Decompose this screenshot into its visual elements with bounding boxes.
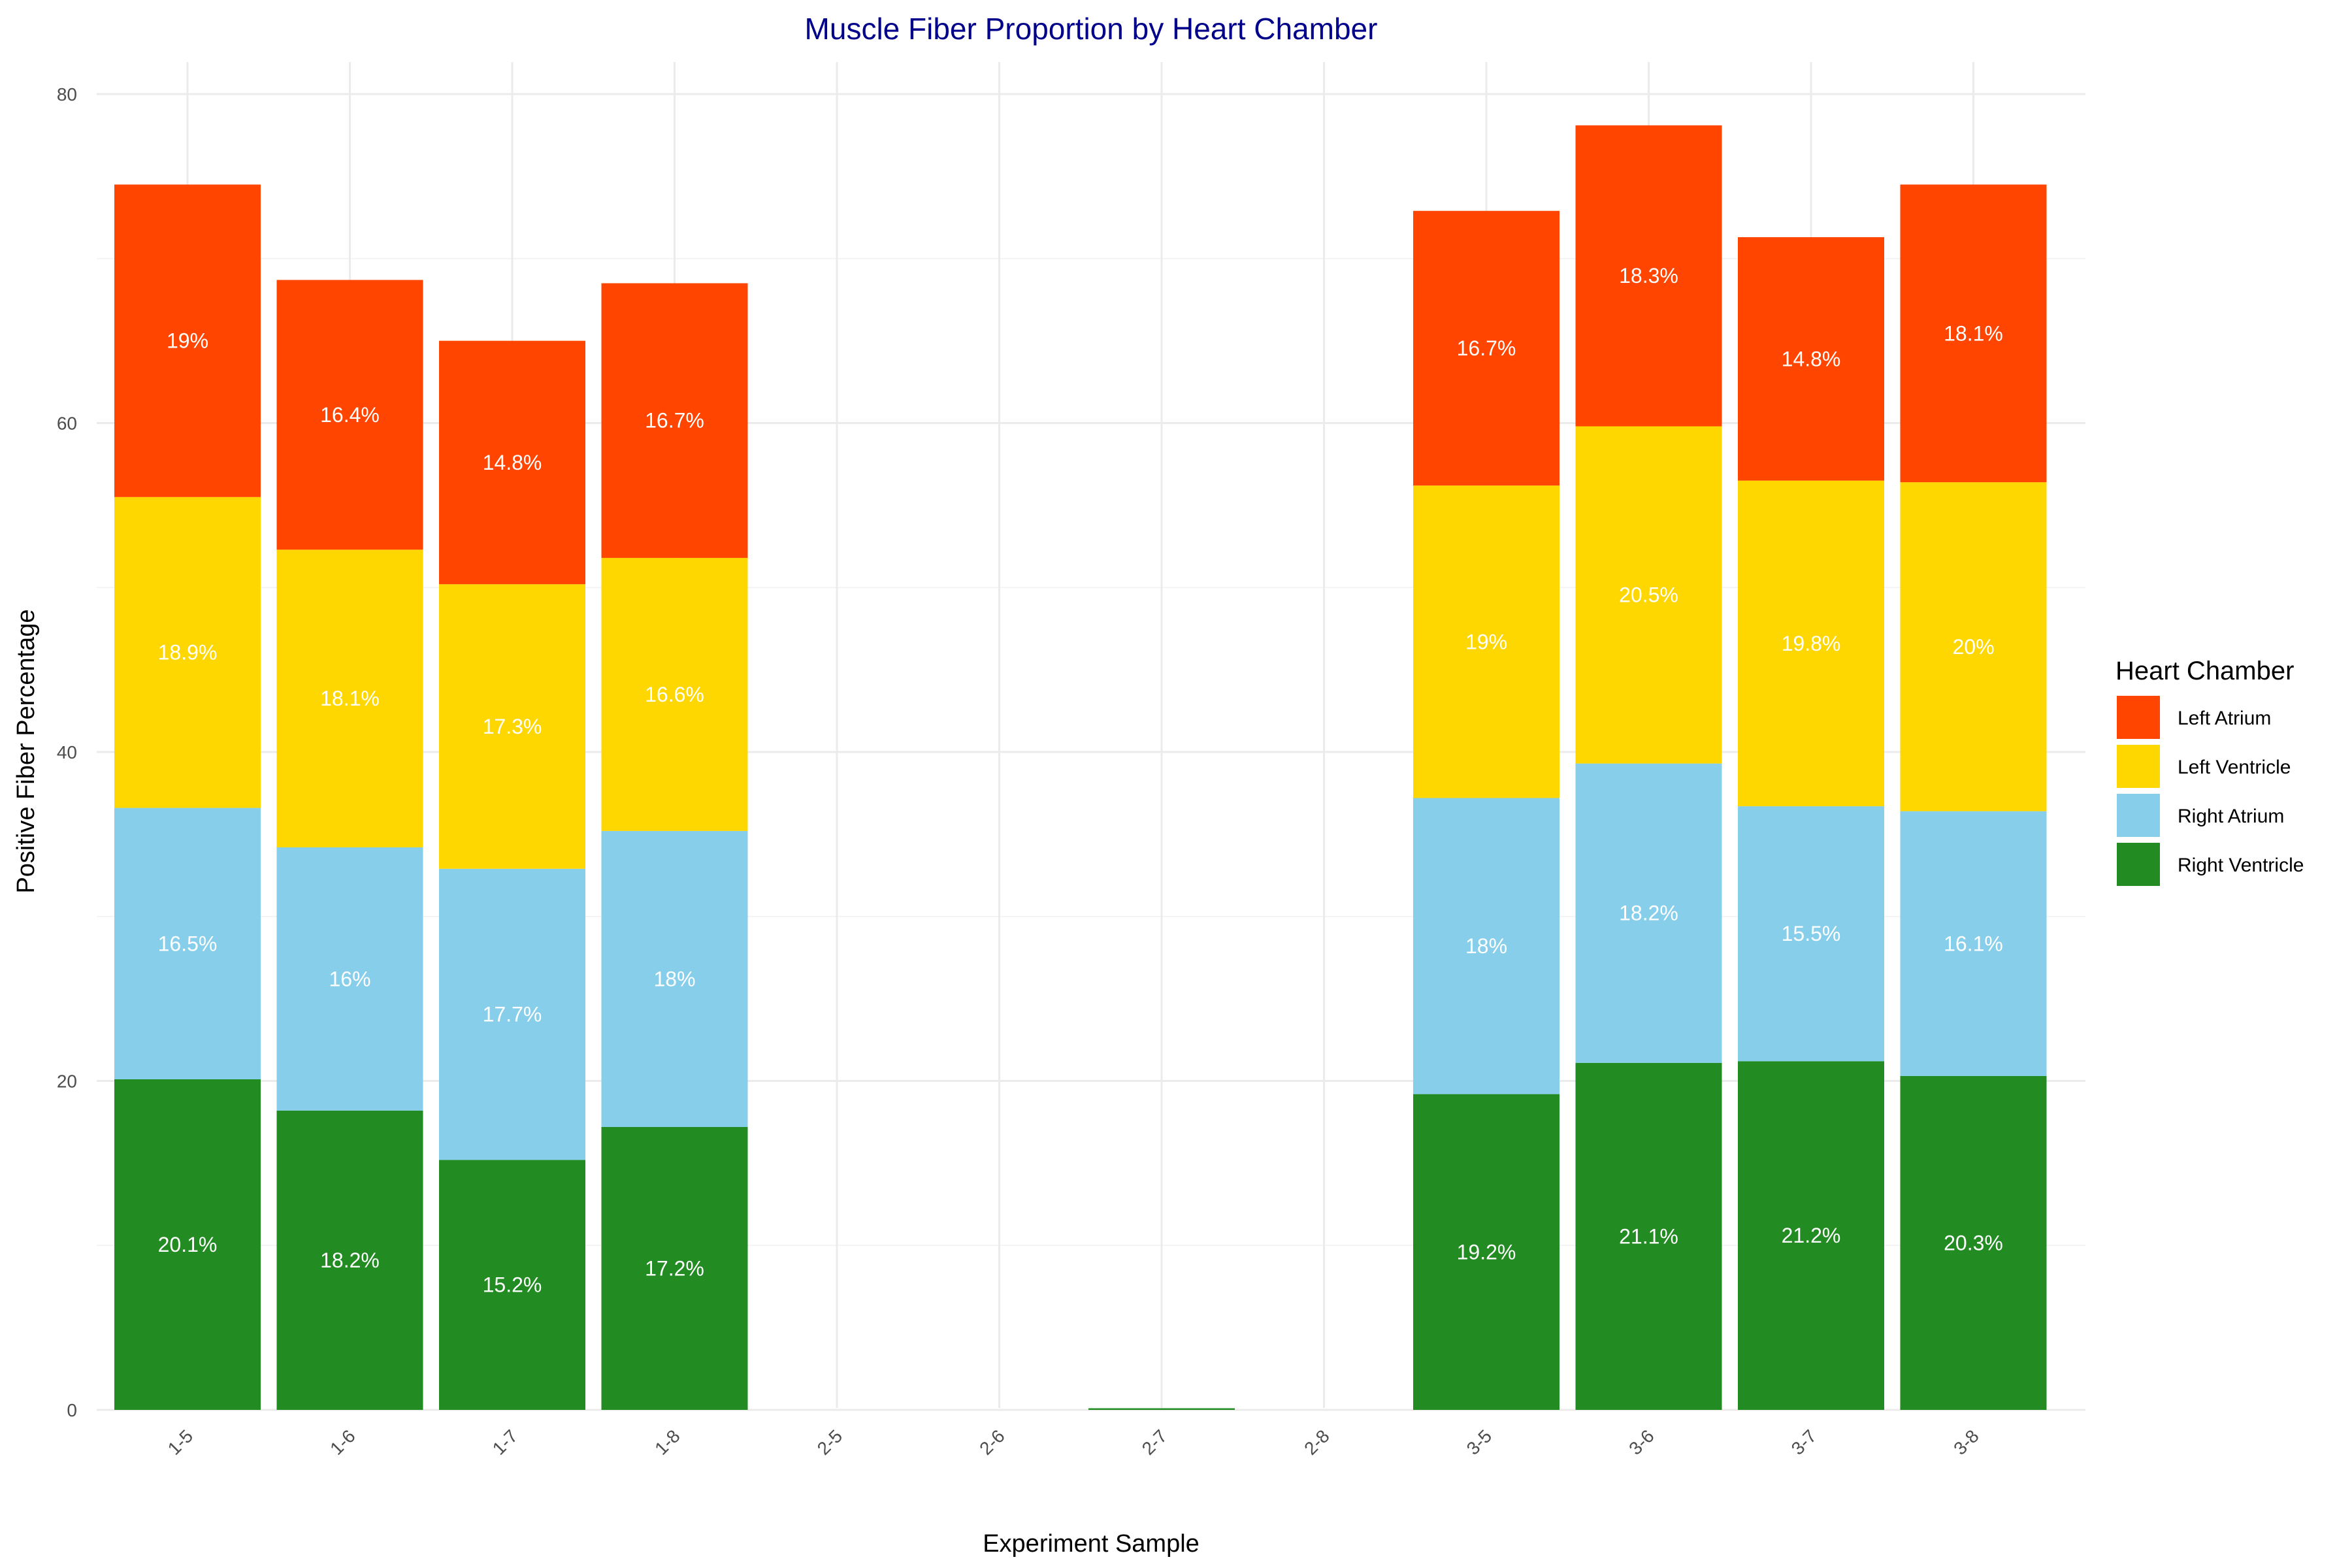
bar-left-atrium bbox=[1900, 184, 2047, 483]
bar-right-ventricle bbox=[601, 1126, 748, 1410]
bar-value-label: 19.2% bbox=[1457, 1240, 1516, 1264]
legend: Heart Chamber Left Atrium Left Ventricle R… bbox=[2115, 657, 2304, 886]
bar-left-atrium bbox=[1575, 125, 1722, 427]
legend-label: Left Atrium bbox=[2178, 708, 2271, 729]
legend-items: Left Atrium Left Ventricle Right Atrium Rig… bbox=[2117, 696, 2304, 886]
bar-right-ventricle bbox=[276, 1110, 423, 1410]
bar-left-atrium bbox=[1738, 237, 1884, 481]
bar-left-atrium bbox=[601, 283, 748, 558]
bar-value-label: 15.5% bbox=[1782, 922, 1841, 945]
bar-right-ventricle bbox=[1413, 1094, 1560, 1410]
bar-right-atrium bbox=[439, 868, 585, 1160]
bar-right-atrium bbox=[276, 847, 423, 1111]
legend-swatch bbox=[2117, 843, 2160, 886]
bar-value-label: 21.1% bbox=[1619, 1224, 1678, 1248]
bar-labels: 20.1% 18.2% 15.2% 17.2% 19.2% 21.1% 21.2% 20.3%… bbox=[158, 264, 2003, 1296]
bar-left-atrium bbox=[1413, 210, 1560, 486]
legend-label: Right Atrium bbox=[2178, 806, 2284, 827]
bar-value-label: 14.8% bbox=[1782, 347, 1841, 370]
bar-right-ventricle bbox=[114, 1079, 261, 1410]
bar-value-label: 19% bbox=[1465, 630, 1507, 653]
y-tick-label: 60 bbox=[57, 414, 77, 434]
bars bbox=[114, 125, 2047, 1410]
bar-value-label: 16.7% bbox=[1457, 336, 1516, 360]
y-axis-title: Positive Fiber Percentage bbox=[12, 609, 40, 893]
y-tick-label: 40 bbox=[57, 742, 77, 762]
bar-value-label: 17.2% bbox=[645, 1256, 704, 1280]
bar-value-label: 16.1% bbox=[1944, 932, 2003, 955]
bar-value-label: 20.1% bbox=[158, 1233, 218, 1256]
bar-value-label: 16% bbox=[329, 967, 370, 990]
bar-value-label: 18.9% bbox=[158, 641, 218, 664]
x-axis-title: Experiment Sample bbox=[983, 1530, 1200, 1558]
bar-left-ventricle bbox=[114, 497, 261, 808]
chart-title: Muscle Fiber Proportion by Heart Chamber bbox=[805, 12, 1378, 46]
bar-right-atrium bbox=[1575, 763, 1722, 1063]
y-tick-label: 20 bbox=[57, 1071, 77, 1092]
bar-right-ventricle bbox=[1575, 1062, 1722, 1410]
bar-left-ventricle bbox=[1738, 480, 1884, 807]
bar-value-label: 18.1% bbox=[320, 687, 380, 710]
bar-value-label: 20.5% bbox=[1619, 583, 1678, 607]
bar-left-atrium bbox=[439, 340, 585, 585]
bar-value-label: 16.5% bbox=[158, 932, 218, 955]
bar-right-ventricle bbox=[1738, 1061, 1884, 1410]
bar-value-label: 18% bbox=[1465, 934, 1507, 958]
bar-value-label: 18.1% bbox=[1944, 321, 2003, 345]
bar-value-label: 14.8% bbox=[483, 451, 542, 474]
bar-value-label: 17.7% bbox=[483, 1003, 542, 1026]
bar-value-label: 16.7% bbox=[645, 409, 704, 433]
bar-left-ventricle bbox=[601, 557, 748, 831]
bar-left-ventricle bbox=[276, 549, 423, 848]
bar-value-label: 16.6% bbox=[645, 683, 704, 706]
legend-label: Right Ventricle bbox=[2178, 855, 2304, 876]
legend-swatch bbox=[2117, 794, 2160, 837]
y-tick-label: 0 bbox=[67, 1400, 77, 1420]
bar-value-label: 15.2% bbox=[483, 1273, 542, 1297]
legend-swatch bbox=[2117, 745, 2160, 788]
y-axis-ticks: 0 20 40 60 80 bbox=[57, 84, 77, 1420]
bar-value-label: 17.3% bbox=[483, 715, 542, 738]
bar-left-ventricle bbox=[1900, 482, 2047, 811]
bar-left-ventricle bbox=[439, 584, 585, 869]
bar-right-atrium bbox=[1738, 806, 1884, 1062]
bar-value-label: 18.3% bbox=[1619, 264, 1678, 287]
bar-left-atrium bbox=[276, 280, 423, 550]
bar-right-atrium bbox=[1900, 811, 2047, 1076]
bar-value-label: 20.3% bbox=[1944, 1231, 2003, 1254]
bar-value-label: 18.2% bbox=[320, 1249, 380, 1272]
bar-left-ventricle bbox=[1413, 485, 1560, 798]
bar-left-atrium bbox=[114, 184, 261, 497]
bar-right-ventricle bbox=[439, 1160, 585, 1410]
bar-left-ventricle bbox=[1575, 426, 1722, 764]
bar-value-label: 21.2% bbox=[1782, 1224, 1841, 1247]
bar-value-label: 18% bbox=[653, 967, 695, 990]
legend-swatch bbox=[2117, 696, 2160, 739]
bar-right-atrium bbox=[1413, 798, 1560, 1094]
bar-right-atrium bbox=[601, 830, 748, 1127]
y-tick-label: 80 bbox=[57, 84, 77, 105]
bar-right-ventricle bbox=[1900, 1075, 2047, 1410]
bar-value-label: 18.2% bbox=[1619, 902, 1678, 925]
bar-value-label: 19.8% bbox=[1782, 632, 1841, 655]
legend-title: Heart Chamber bbox=[2115, 657, 2294, 685]
bar-right-atrium bbox=[114, 808, 261, 1079]
bar-value-label: 20% bbox=[1952, 635, 1994, 659]
bar-value-label: 16.4% bbox=[320, 403, 380, 427]
bar-right-ventricle bbox=[1088, 1408, 1235, 1410]
legend-label: Left Ventricle bbox=[2178, 757, 2291, 778]
bar-value-label: 19% bbox=[167, 329, 208, 353]
